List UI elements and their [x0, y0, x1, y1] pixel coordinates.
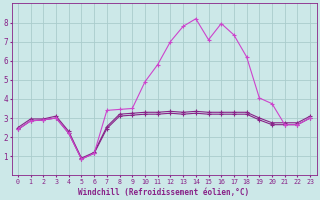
- X-axis label: Windchill (Refroidissement éolien,°C): Windchill (Refroidissement éolien,°C): [78, 188, 250, 197]
